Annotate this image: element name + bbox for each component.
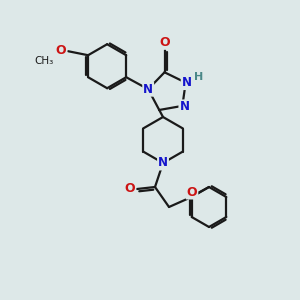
Text: O: O bbox=[187, 185, 197, 199]
Text: N: N bbox=[179, 100, 189, 113]
Text: N: N bbox=[158, 157, 168, 169]
Text: O: O bbox=[159, 36, 170, 49]
Text: CH₃: CH₃ bbox=[34, 56, 54, 66]
Text: N: N bbox=[143, 83, 153, 96]
Text: H: H bbox=[194, 72, 203, 82]
Text: N: N bbox=[182, 76, 192, 89]
Text: O: O bbox=[125, 182, 135, 196]
Text: O: O bbox=[56, 44, 66, 57]
